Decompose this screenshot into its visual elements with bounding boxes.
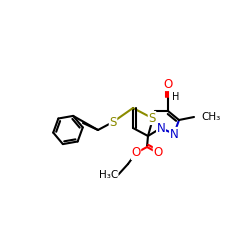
- Text: O: O: [164, 78, 172, 90]
- Text: N: N: [156, 122, 166, 134]
- Text: S: S: [109, 116, 117, 128]
- Text: H: H: [172, 92, 180, 102]
- Text: H₃C: H₃C: [99, 170, 118, 180]
- Text: CH₃: CH₃: [201, 112, 220, 122]
- Text: O: O: [154, 146, 162, 160]
- Text: N: N: [170, 128, 178, 140]
- Text: S: S: [148, 112, 156, 124]
- Text: O: O: [132, 146, 140, 160]
